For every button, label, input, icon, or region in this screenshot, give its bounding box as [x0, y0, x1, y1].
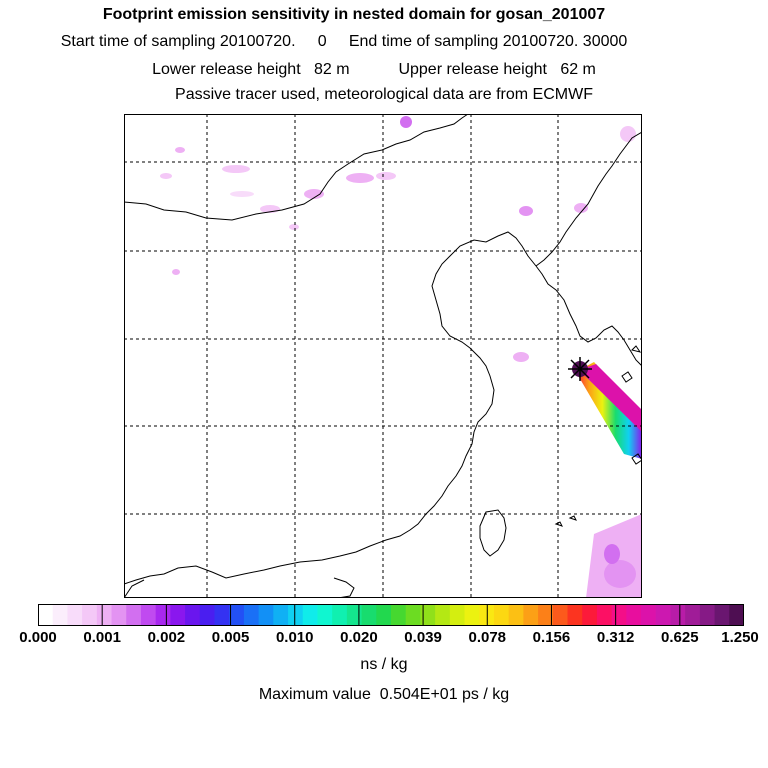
- colorbar-cell: [611, 604, 627, 626]
- colorbar-cell: [538, 604, 554, 626]
- colorbar-tick-label: 0.000: [19, 629, 57, 646]
- colorbar-cell: [596, 604, 613, 626]
- colorbar-cell: [699, 604, 716, 626]
- colorbar-tick-label: 0.078: [468, 629, 507, 646]
- colorbar-cell: [376, 604, 392, 626]
- sensitivity-patches: [160, 116, 642, 598]
- colorbar-cell: [582, 604, 598, 626]
- colorbar-cell: [493, 604, 510, 626]
- colorbar-cell: [508, 604, 524, 626]
- colorbar-tick-label: 0.001: [83, 629, 121, 646]
- colorbar-cell: [714, 604, 730, 626]
- colorbar-cell: [170, 604, 186, 626]
- colorbar-tick-label: 0.156: [532, 629, 571, 646]
- colorbar-cell: [464, 604, 480, 626]
- colorbar-cell: [670, 604, 686, 626]
- colorbar-cell: [552, 604, 569, 626]
- colorbar-cell: [641, 604, 657, 626]
- colorbar-cell: [317, 604, 333, 626]
- colorbar-cell: [185, 604, 201, 626]
- colorbar-tick-label: 0.039: [404, 629, 442, 646]
- receptor-star-icon: [568, 357, 592, 381]
- colorbar-cell: [199, 604, 216, 626]
- colorbar-cell: [96, 604, 113, 626]
- colorbar-cell: [567, 604, 583, 626]
- lat-lon-grid: [124, 114, 642, 598]
- colorbar-cell: [435, 604, 451, 626]
- colorbar-cell: [685, 604, 701, 626]
- colorbar-cell: [38, 604, 54, 626]
- colorbar-cell: [420, 604, 436, 626]
- colorbar-cell: [258, 604, 274, 626]
- colorbar-cell: [302, 604, 319, 626]
- colorbar-cell: [288, 604, 304, 626]
- colorbar-cells: [38, 604, 744, 626]
- colorbar-cell: [655, 604, 672, 626]
- colorbar-tick-label: 0.020: [340, 629, 378, 646]
- colorbar-tick-label: 0.010: [275, 629, 314, 646]
- colorbar-cell: [523, 604, 539, 626]
- colorbar-cell: [332, 604, 348, 626]
- colorbar-cell: [449, 604, 466, 626]
- colorbar-cell: [391, 604, 407, 626]
- colorbar-cell: [346, 604, 363, 626]
- colorbar-cell: [140, 604, 157, 626]
- colorbar-cell: [405, 604, 422, 626]
- colorbar-cell: [229, 604, 245, 626]
- colorbar-dividers: [101, 604, 681, 626]
- tracer-info-line: Passive tracer used, meteorological data…: [175, 86, 593, 103]
- colorbar-cell: [214, 604, 230, 626]
- colorbar-tick-label: 0.005: [211, 629, 250, 646]
- colorbar-cell: [729, 604, 744, 626]
- maximum-value-label: Maximum value 0.504E+01 ps / kg: [258, 686, 510, 703]
- colorbar-cell: [361, 604, 377, 626]
- colorbar-tick-label: 1.250: [721, 629, 759, 646]
- colorbar-cell: [243, 604, 260, 626]
- colorbar-unit: ns / kg: [360, 656, 408, 673]
- colorbar-cell: [155, 604, 171, 626]
- colorbar-cell: [82, 604, 98, 626]
- colorbar-cell: [626, 604, 642, 626]
- coastlines: [124, 114, 642, 598]
- colorbar-cell: [273, 604, 289, 626]
- release-height-line: Lower release height 82 m Upper release …: [152, 61, 596, 78]
- footprint-map: [124, 114, 642, 598]
- colorbar-tick-label: 0.312: [596, 629, 635, 646]
- colorbar-tick-label: 0.625: [661, 629, 699, 646]
- colorbar-cell: [52, 604, 69, 626]
- plot-title: Footprint emission sensitivity in nested…: [102, 6, 606, 23]
- colorbar-cell: [111, 604, 127, 626]
- colorbar-cell: [126, 604, 142, 626]
- colorbar-tick-label: 0.002: [147, 629, 186, 646]
- colorbar: [38, 604, 744, 626]
- sampling-time-line: Start time of sampling 20100720. 0 End t…: [60, 33, 628, 50]
- colorbar-cell: [67, 604, 83, 626]
